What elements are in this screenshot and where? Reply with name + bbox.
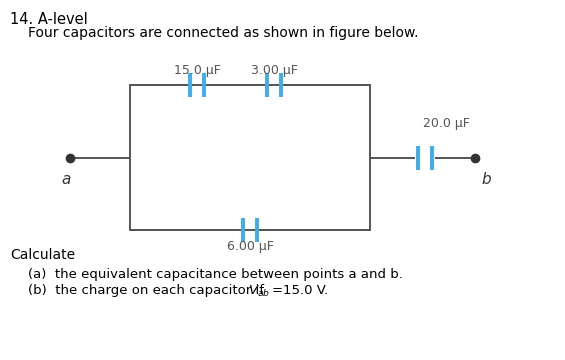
Text: =15.0 V.: =15.0 V. [272,284,328,297]
Text: 3.00 μF: 3.00 μF [250,64,297,77]
Text: (a)  the equivalent capacitance between points a and b.: (a) the equivalent capacitance between p… [28,268,403,281]
Bar [130,85,370,230]
Text: (b)  the charge on each capacitor if: (b) the charge on each capacitor if [28,284,272,297]
Text: Calculate: Calculate [10,248,75,262]
Text: 15.0 μF: 15.0 μF [174,64,221,77]
Text: Four capacitors are connected as shown in figure below.: Four capacitors are connected as shown i… [28,26,419,40]
Text: 20.0 μF: 20.0 μF [423,117,470,130]
Text: $V_{ab}$: $V_{ab}$ [248,284,270,299]
Text: 6.00 μF: 6.00 μF [227,240,273,253]
Text: 14. A-level: 14. A-level [10,12,88,27]
Text: b: b [481,171,490,186]
Text: a: a [62,171,71,186]
